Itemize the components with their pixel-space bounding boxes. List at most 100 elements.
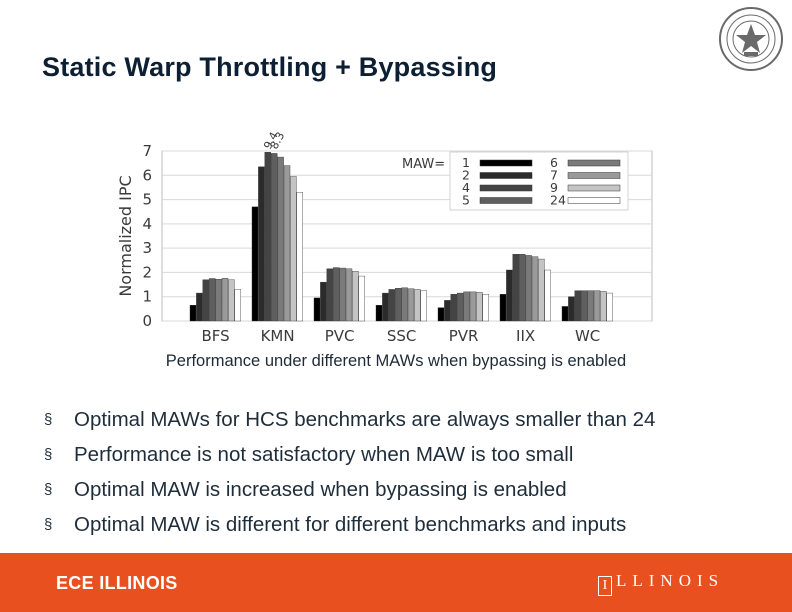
bar-pvc-maw-4 xyxy=(326,268,334,322)
x-tick-label: PVC xyxy=(325,327,355,345)
y-axis-label: Normalized IPC xyxy=(116,175,135,296)
bar-pvc-maw-7 xyxy=(345,268,353,322)
legend-swatch xyxy=(479,197,533,204)
slide-title: Static Warp Throttling + Bypassing xyxy=(42,52,498,82)
footer-brand-ece: ECE ILLINOIS xyxy=(56,573,178,593)
bar-ssc-maw-9 xyxy=(414,289,421,322)
bar-wc-maw-24 xyxy=(606,292,613,322)
y-tick-label: 6 xyxy=(142,166,152,184)
bar-pvc-maw-24 xyxy=(358,275,366,322)
bullet-item: § Optimal MAW is different for different … xyxy=(44,507,655,542)
legend-swatch xyxy=(479,172,533,179)
bar-bfs-maw-9 xyxy=(228,279,235,322)
legend-title: MAW= xyxy=(402,157,445,172)
bullet-marker: § xyxy=(44,516,53,533)
bar-pvc-maw-9 xyxy=(352,271,359,322)
footer-brand-illinois: I LLINOIS xyxy=(598,571,724,596)
bar-pvr-maw-24 xyxy=(482,294,489,322)
x-tick-label: KMN xyxy=(261,327,295,345)
x-tick-label: BFS xyxy=(202,327,230,345)
bullet-marker: § xyxy=(44,411,53,428)
legend-label: 24 xyxy=(550,193,566,208)
bar-kmn-maw-4 xyxy=(264,152,272,322)
bar-iix-maw-2 xyxy=(506,269,513,322)
bar-ssc-maw-5 xyxy=(395,288,402,322)
university-seal-icon xyxy=(719,7,783,71)
bar-pvr-maw-5 xyxy=(457,292,464,322)
x-tick-label: PVR xyxy=(449,327,479,345)
y-tick-label: 3 xyxy=(142,239,152,257)
bar-ssc-maw-2 xyxy=(382,292,389,322)
bar-wc-maw-9 xyxy=(600,291,607,322)
bar-bfs-maw-7 xyxy=(221,278,229,322)
bar-bfs-maw-1 xyxy=(189,305,197,322)
bar-kmn-maw-24 xyxy=(296,192,304,322)
legend-label: 7 xyxy=(550,168,558,183)
bar-iix-maw-4 xyxy=(512,254,519,322)
y-tick-label: 7 xyxy=(142,142,152,160)
bullet-item: § Optimal MAW is increased when bypassing… xyxy=(44,472,655,507)
bar-iix-maw-1 xyxy=(499,294,507,322)
legend-swatch xyxy=(567,197,621,204)
bar-pvc-maw-1 xyxy=(313,297,321,322)
bar-kmn-maw-7 xyxy=(283,165,291,322)
legend-label: 6 xyxy=(550,155,558,170)
legend-swatch xyxy=(479,184,533,192)
footer-bar: ECE ILLINOIS I LLINOIS xyxy=(0,553,792,612)
bullet-list: § Optimal MAWs for HCS benchmarks are alw… xyxy=(44,402,655,542)
bar-wc-maw-7 xyxy=(593,290,601,322)
bar-bfs-maw-4 xyxy=(202,279,210,322)
illinois-logo-box: I xyxy=(598,576,612,596)
bar-bfs-maw-6 xyxy=(215,279,222,322)
bar-pvr-maw-1 xyxy=(437,307,445,322)
bullet-text: Optimal MAW is increased when bypassing … xyxy=(74,478,567,501)
bar-wc-maw-6 xyxy=(587,290,594,322)
bar-wc-maw-1 xyxy=(561,306,569,322)
bar-wc-maw-5 xyxy=(581,290,588,322)
bar-pvr-maw-4 xyxy=(450,294,457,322)
bar-iix-maw-24 xyxy=(544,269,551,322)
legend-label: 5 xyxy=(462,193,470,208)
bar-kmn-maw-5 xyxy=(270,153,278,322)
bullet-text: Optimal MAW is different for different b… xyxy=(74,513,627,536)
bar-pvr-maw-9 xyxy=(476,292,483,322)
legend-swatch xyxy=(479,159,533,167)
bar-pvr-maw-6 xyxy=(463,291,470,322)
bar-kmn-maw-9 xyxy=(290,176,297,322)
bar-kmn-maw-1 xyxy=(251,206,259,322)
bar-ssc-maw-4 xyxy=(388,289,395,322)
y-tick-label: 0 xyxy=(142,312,152,330)
bar-ssc-maw-6 xyxy=(401,287,408,322)
legend-swatch xyxy=(567,172,621,179)
bar-bfs-maw-24 xyxy=(234,289,242,322)
bullet-text: Performance is not satisfactory when MAW… xyxy=(74,443,574,466)
x-tick-label: SSC xyxy=(387,327,417,345)
illinois-wordmark: LLINOIS xyxy=(616,571,725,590)
legend-label: 9 xyxy=(550,180,558,195)
bar-bfs-maw-5 xyxy=(208,278,216,322)
bar-pvr-maw-2 xyxy=(444,300,451,322)
legend-swatch xyxy=(567,159,621,167)
bar-pvc-maw-2 xyxy=(320,281,327,322)
y-tick-label: 2 xyxy=(142,263,152,281)
bar-iix-maw-5 xyxy=(519,254,526,322)
bar-ssc-maw-24 xyxy=(420,290,427,322)
bar-wc-maw-4 xyxy=(574,290,581,322)
bar-kmn-maw-6 xyxy=(277,156,284,322)
bar-wc-maw-2 xyxy=(568,296,575,322)
bullet-marker: § xyxy=(44,446,53,463)
bullet-marker: § xyxy=(44,481,53,498)
bar-bfs-maw-2 xyxy=(196,292,203,322)
ipc-bar-chart: 0 1 2 3 4 5 6 7 Normalized IPC BFS KMN PVC SSC PVR IIX… xyxy=(112,128,672,353)
bullet-text: Optimal MAWs for HCS benchmarks are alwa… xyxy=(74,408,656,431)
legend-label: 4 xyxy=(462,180,470,195)
bar-iix-maw-6 xyxy=(525,255,532,322)
y-tick-label: 1 xyxy=(142,288,152,306)
chart-caption: Performance under different MAWs when by… xyxy=(165,352,627,370)
x-tick-label: IIX xyxy=(516,327,535,345)
bar-kmn-maw-2 xyxy=(258,166,265,322)
y-tick-label: 5 xyxy=(142,191,152,209)
y-tick-label: 4 xyxy=(142,215,152,233)
bar-pvc-maw-6 xyxy=(339,267,346,322)
